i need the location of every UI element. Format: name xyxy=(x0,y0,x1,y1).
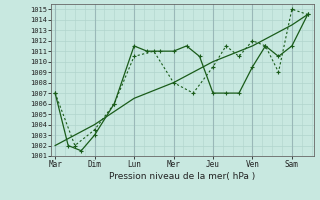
X-axis label: Pression niveau de la mer( hPa ): Pression niveau de la mer( hPa ) xyxy=(109,172,256,181)
